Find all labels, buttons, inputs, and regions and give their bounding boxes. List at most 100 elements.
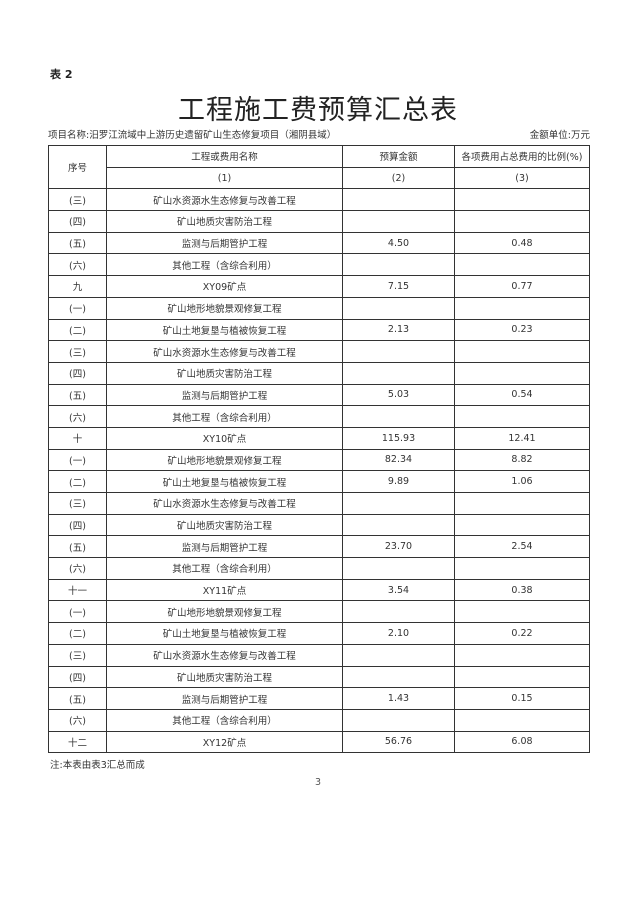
- name-cell: 矿山地质灾害防治工程: [106, 665, 343, 689]
- amount-cell: 56.76: [342, 730, 455, 754]
- name-cell: 监测与后期管护工程: [106, 687, 343, 710]
- table-row: 九 XY09矿点 7.15 0.77: [48, 275, 590, 298]
- amount-cell: [342, 188, 455, 212]
- seq-cell: (一): [48, 296, 107, 320]
- amount-cell: [342, 253, 455, 277]
- seq-cell: 十: [48, 426, 107, 450]
- ratio-cell: 0.54: [454, 383, 590, 407]
- amount-cell: 2.13: [342, 318, 455, 342]
- ratio-cell: 0.38: [454, 578, 590, 602]
- seq-cell: (四): [48, 210, 107, 233]
- name-cell: 其他工程（含综合利用）: [106, 557, 343, 580]
- ratio-cell: [454, 557, 590, 580]
- amount-cell: [342, 600, 455, 624]
- ratio-cell: 8.82: [454, 448, 590, 472]
- ratio-cell: 6.08: [454, 730, 590, 754]
- table-row: (五) 监测与后期管护工程 5.03 0.54: [48, 383, 590, 407]
- table-label: 表 2: [50, 68, 73, 81]
- header-seq: 序号: [48, 144, 107, 190]
- name-cell: 矿山地质灾害防治工程: [106, 513, 343, 537]
- name-cell: 矿山土地复垦与植被恢复工程: [106, 318, 343, 342]
- header-name: 工程或费用名称: [106, 145, 343, 168]
- name-cell: 矿山地形地貌景观修复工程: [106, 448, 343, 472]
- amount-cell: [342, 557, 455, 580]
- ratio-cell: [454, 188, 590, 212]
- table-row: (四) 矿山地质灾害防治工程: [48, 665, 590, 689]
- amount-cell: 1.43: [342, 687, 455, 710]
- header-row: 序号 工程或费用名称 预算金额 各项费用占总费用的比例(%): [48, 144, 590, 190]
- table-row: (五) 监测与后期管护工程 4.50 0.48: [48, 231, 590, 255]
- seq-cell: (二): [48, 318, 107, 342]
- header-n1: (1): [106, 166, 343, 190]
- amount-cell: 9.89: [342, 470, 455, 493]
- table-row: (五) 监测与后期管护工程 1.43 0.15: [48, 687, 590, 710]
- table-row: (三) 矿山水资源水生态修复与改善工程: [48, 643, 590, 667]
- amount-cell: 115.93: [342, 426, 455, 450]
- name-cell: 矿山地形地貌景观修复工程: [106, 296, 343, 320]
- name-cell: XY12矿点: [106, 730, 343, 754]
- seq-cell: (六): [48, 708, 107, 732]
- table-row: (三) 矿山水资源水生态修复与改善工程: [48, 340, 590, 363]
- ratio-cell: [454, 708, 590, 732]
- name-cell: 矿山水资源水生态修复与改善工程: [106, 188, 343, 212]
- seq-cell: 九: [48, 275, 107, 298]
- name-cell: XY11矿点: [106, 578, 343, 602]
- budget-table: 序号 工程或费用名称 预算金额 各项费用占总费用的比例(%) (1) (2) (…: [48, 144, 590, 754]
- ratio-cell: [454, 210, 590, 233]
- table-row: (六) 其他工程（含综合利用）: [48, 708, 590, 732]
- ratio-cell: [454, 253, 590, 277]
- ratio-cell: 0.22: [454, 622, 590, 645]
- ratio-cell: 12.41: [454, 426, 590, 450]
- table-row: (二) 矿山土地复垦与植被恢复工程 2.13 0.23: [48, 318, 590, 342]
- amount-cell: 82.34: [342, 448, 455, 472]
- ratio-cell: 0.48: [454, 231, 590, 255]
- amount-cell: [342, 643, 455, 667]
- name-cell: 监测与后期管护工程: [106, 535, 343, 559]
- table-row: (三) 矿山水资源水生态修复与改善工程: [48, 188, 590, 212]
- seq-cell: 十一: [48, 578, 107, 602]
- ratio-cell: [454, 492, 590, 515]
- seq-cell: 十二: [48, 730, 107, 754]
- name-cell: 矿山地形地貌景观修复工程: [106, 600, 343, 624]
- table-row: (一) 矿山地形地貌景观修复工程 82.34 8.82: [48, 448, 590, 472]
- ratio-cell: 0.77: [454, 275, 590, 298]
- amount-cell: 2.10: [342, 622, 455, 645]
- name-cell: XY09矿点: [106, 275, 343, 298]
- amount-cell: [342, 492, 455, 515]
- amount-cell: 5.03: [342, 383, 455, 407]
- amount-cell: [342, 665, 455, 689]
- header-ratio: 各项费用占总费用的比例(%): [454, 145, 590, 168]
- ratio-cell: [454, 665, 590, 689]
- amount-cell: [342, 405, 455, 428]
- page-title: 工程施工费预算汇总表: [178, 95, 458, 126]
- ratio-cell: [454, 361, 590, 385]
- seq-cell: (四): [48, 513, 107, 537]
- table-row: (五) 监测与后期管护工程 23.70 2.54: [48, 535, 590, 559]
- header-amount: 预算金额: [342, 145, 455, 168]
- table-row: (六) 其他工程（含综合利用）: [48, 253, 590, 277]
- name-cell: 其他工程（含综合利用）: [106, 253, 343, 277]
- name-cell: 矿山水资源水生态修复与改善工程: [106, 643, 343, 667]
- table-row: 十 XY10矿点 115.93 12.41: [48, 426, 590, 450]
- table-row: (四) 矿山地质灾害防治工程: [48, 361, 590, 385]
- name-cell: 监测与后期管护工程: [106, 383, 343, 407]
- ratio-cell: 1.06: [454, 470, 590, 493]
- amount-unit: 金额单位:万元: [529, 130, 590, 141]
- seq-cell: (二): [48, 622, 107, 645]
- seq-cell: (四): [48, 361, 107, 385]
- amount-cell: [342, 513, 455, 537]
- page-number: 3: [314, 777, 322, 788]
- amount-cell: [342, 296, 455, 320]
- name-cell: 矿山水资源水生态修复与改善工程: [106, 340, 343, 363]
- amount-cell: [342, 210, 455, 233]
- amount-cell: 7.15: [342, 275, 455, 298]
- header-number-row: (1) (2) (3): [49, 166, 590, 190]
- name-cell: 矿山土地复垦与植被恢复工程: [106, 470, 343, 493]
- header-n3: (3): [454, 166, 590, 190]
- seq-cell: (一): [48, 600, 107, 624]
- seq-cell: (四): [48, 665, 107, 689]
- ratio-cell: [454, 643, 590, 667]
- seq-cell: (五): [48, 535, 107, 559]
- amount-cell: 4.50: [342, 231, 455, 255]
